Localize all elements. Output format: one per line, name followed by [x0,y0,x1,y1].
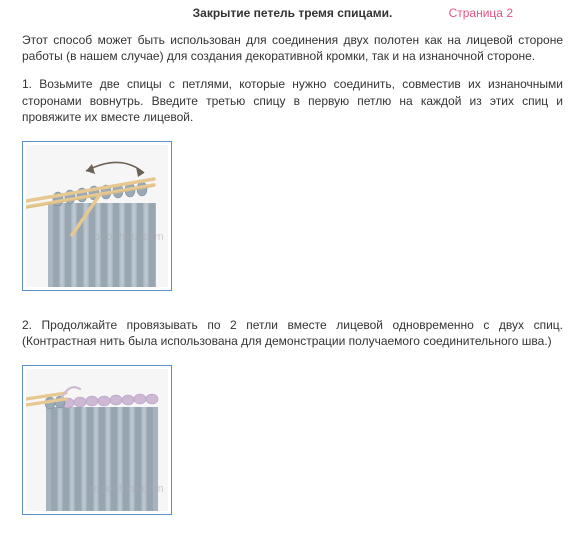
step-2-text: 2. Продолжайте провязывать по 2 петли вм… [22,317,563,349]
watermark-2: rozochku.com [90,483,164,495]
figure-2-frame: rozochku.com [22,365,172,515]
watermark-1: rozochku.com [90,231,164,243]
figure-2-illustration: rozochku.com [26,369,168,511]
figure-1-illustration: rozochku.com [26,145,168,287]
page-2-link[interactable]: Страница 2 [449,6,513,20]
intro-paragraph: Этот способ может быть использован для с… [22,32,563,64]
page-title: Закрытие петель тремя спицами. [193,6,393,20]
figure-1-frame: rozochku.com [22,141,172,291]
step-1-text: 1. Возьмите две спицы с петлями, которые… [22,76,563,125]
